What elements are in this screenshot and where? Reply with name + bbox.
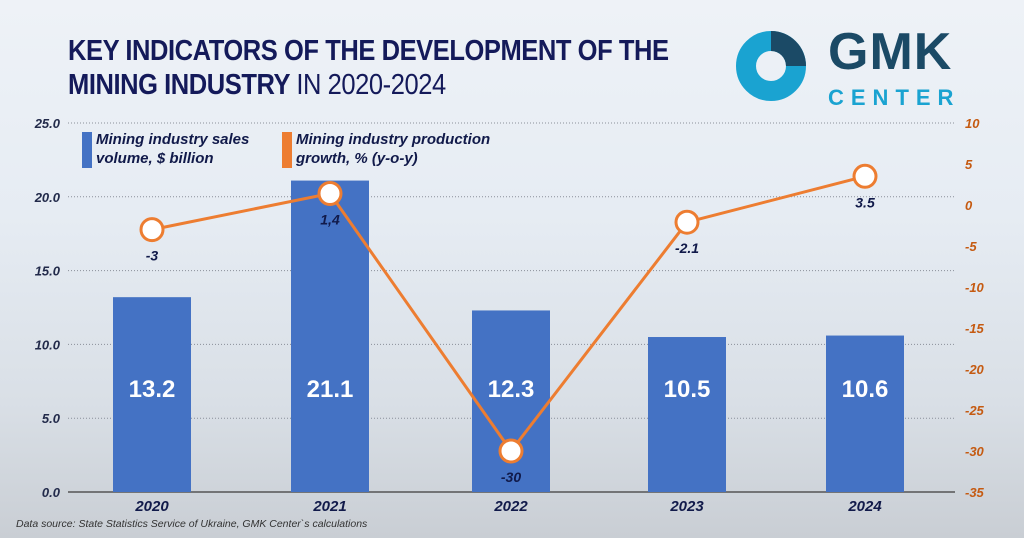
bar-value-label: 10.5 xyxy=(664,376,711,403)
growth-value-label: -3 xyxy=(146,248,159,264)
right-tick-label: -5 xyxy=(965,239,977,254)
legend-bar-label: Mining industry sales volume, $ billion xyxy=(96,131,250,167)
data-source: Data source: State Statistics Service of… xyxy=(16,518,368,530)
left-tick-label: 15.0 xyxy=(35,264,61,279)
right-tick-label: 10 xyxy=(965,116,980,131)
growth-value-label: 1,4 xyxy=(320,212,340,228)
logo-sub: CENTER xyxy=(828,85,961,110)
gmk-logo-icon xyxy=(736,31,806,101)
bar-2024 xyxy=(826,335,904,492)
growth-value-label: 3.5 xyxy=(855,194,875,210)
growth-point xyxy=(139,217,165,243)
bar-value-label: 10.6 xyxy=(842,376,889,403)
left-tick-label: 0.0 xyxy=(42,485,61,500)
left-tick-label: 25.0 xyxy=(34,116,61,131)
title-bold: KEY INDICATORS OF THE DEVELOPMENT OF THE… xyxy=(68,35,669,101)
growth-point xyxy=(674,209,700,235)
right-tick-label: -10 xyxy=(965,280,985,295)
x-tick-label: 2020 xyxy=(134,498,169,515)
bar-2023 xyxy=(648,337,726,492)
x-tick-label: 2023 xyxy=(669,498,704,515)
growth-point xyxy=(498,438,524,464)
right-tick-label: -25 xyxy=(965,403,985,418)
chart-title: KEY INDICATORS OF THE DEVELOPMENT OF THE… xyxy=(68,34,702,102)
legend-line-label: Mining industry production growth, % (y-… xyxy=(296,131,491,167)
title-years: IN 2020-2024 xyxy=(296,69,446,101)
growth-point xyxy=(852,163,878,189)
legend-bars: Mining industry sales volume, $ billion xyxy=(82,130,277,168)
right-tick-label: -20 xyxy=(965,362,985,377)
left-tick-label: 5.0 xyxy=(42,411,61,426)
growth-point xyxy=(317,181,343,207)
bar-value-label: 12.3 xyxy=(488,376,535,403)
x-tick-label: 2021 xyxy=(312,498,346,515)
right-tick-label: 0 xyxy=(965,198,973,213)
bar-2020 xyxy=(113,297,191,492)
left-tick-label: 10.0 xyxy=(35,337,61,352)
growth-value-label: -30 xyxy=(501,469,521,485)
legend-bar-swatch xyxy=(82,132,92,168)
bar-value-label: 13.2 xyxy=(129,376,176,403)
right-tick-label: -15 xyxy=(965,321,985,336)
logo-name: GMK xyxy=(828,23,953,81)
right-tick-label: -35 xyxy=(965,485,985,500)
legend-line: Mining industry production growth, % (y-… xyxy=(282,130,522,168)
x-tick-label: 2022 xyxy=(493,498,528,515)
left-tick-label: 20.0 xyxy=(34,190,61,205)
right-tick-label: -30 xyxy=(965,444,985,459)
bar-value-label: 21.1 xyxy=(307,376,354,403)
x-tick-label: 2024 xyxy=(847,498,882,515)
growth-value-label: -2.1 xyxy=(675,240,699,256)
legend-line-swatch xyxy=(282,132,292,168)
right-tick-label: 5 xyxy=(965,157,973,172)
